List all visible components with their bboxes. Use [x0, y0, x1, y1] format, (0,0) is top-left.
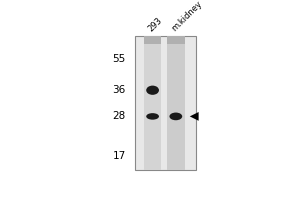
Text: 293: 293	[146, 16, 164, 33]
Bar	[135, 36, 196, 170]
Bar	[167, 36, 184, 44]
Bar	[144, 36, 161, 170]
Bar	[144, 36, 161, 44]
Ellipse shape	[146, 113, 159, 120]
Ellipse shape	[169, 113, 182, 120]
Text: 28: 28	[112, 111, 126, 121]
Ellipse shape	[146, 86, 159, 95]
Text: 36: 36	[112, 85, 126, 95]
Text: m.kidney: m.kidney	[169, 0, 203, 33]
Text: 17: 17	[112, 151, 126, 161]
Bar	[167, 36, 184, 170]
Text: 55: 55	[112, 54, 126, 64]
Polygon shape	[190, 112, 199, 121]
